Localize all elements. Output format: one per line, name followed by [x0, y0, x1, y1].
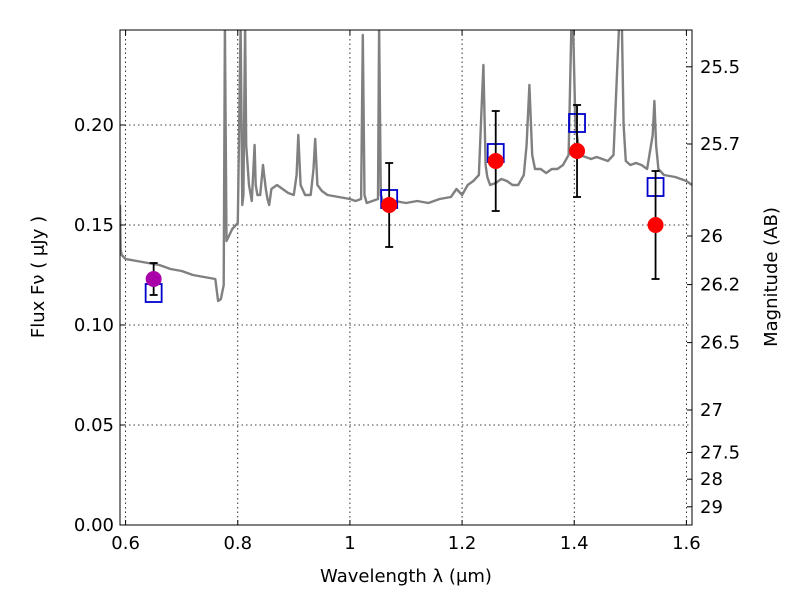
magnitude-tick-label: 25.7: [700, 134, 740, 155]
magnitude-tick-label: 27.5: [700, 442, 740, 463]
magnitude-tick-label: 29: [700, 497, 723, 518]
x-tick-label: 0.6: [111, 533, 140, 554]
x-tick-label: 1: [344, 533, 355, 554]
magnitude-tick-label: 26.5: [700, 333, 740, 354]
axes-ticks: 0.6 0.8 1 1.2 1.4 1.6 0.00 0.05 0.10 0.15 0.20 25.5…: [74, 30, 740, 554]
x-axis-label: Wavelength λ (μm): [320, 566, 492, 587]
y-axis-label: Flux Fν ( μJy ): [28, 216, 49, 338]
x-tick-label: 1.2: [448, 533, 477, 554]
magnitude-tick-label: 28: [700, 469, 723, 490]
magnitude-tick-label: 26: [700, 226, 723, 247]
x-tick-label: 0.8: [223, 533, 252, 554]
y-tick-label: 0.00: [74, 515, 114, 536]
plot-area: [120, 30, 692, 303]
y-tick-label: 0.20: [74, 115, 114, 136]
plot-frame: [119, 29, 693, 526]
magnitude-axis-label: Magnitude (AB): [761, 207, 782, 347]
y-tick-label: 0.05: [74, 415, 114, 436]
grid: [120, 30, 692, 526]
observed-photometry-point: [381, 197, 398, 213]
observed-photometry-point: [569, 143, 586, 159]
x-tick-label: 1.6: [672, 533, 701, 554]
magnitude-tick-label: 25.5: [700, 57, 740, 78]
magnitude-tick-label: 27: [700, 400, 723, 421]
observed-photometry-point: [145, 271, 162, 287]
magnitude-tick-label: 26.2: [700, 275, 740, 296]
x-tick-label: 1.4: [560, 533, 589, 554]
y-tick-label: 0.15: [74, 215, 114, 236]
y-tick-label: 0.10: [74, 315, 114, 336]
observed-photometry-point: [487, 153, 504, 169]
observed-photometry-point: [647, 217, 664, 233]
